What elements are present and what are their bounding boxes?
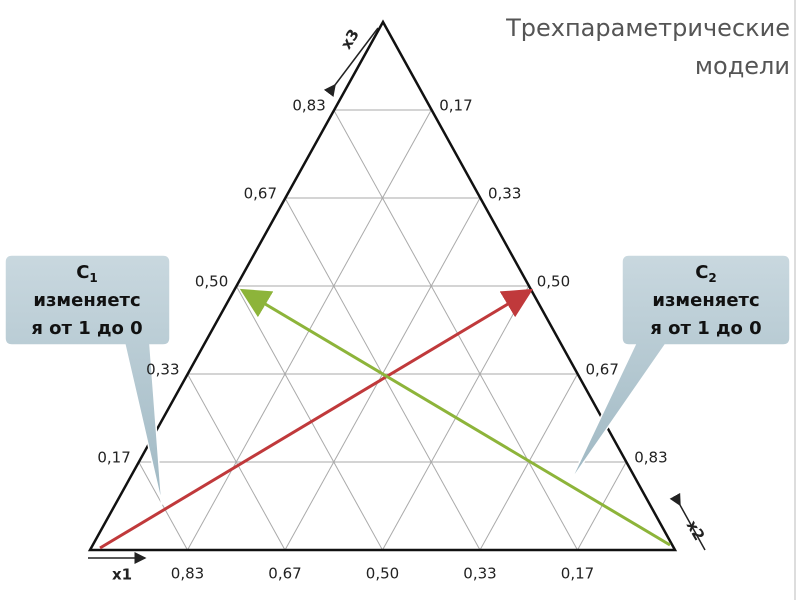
triangle (87, 19, 678, 552)
right-label: 0,67 (586, 361, 619, 379)
x2-label: x2 (683, 517, 709, 543)
x2-arrow (669, 492, 706, 551)
bottom-label: 0,67 (268, 565, 301, 583)
bottom-label: 0,17 (561, 565, 594, 583)
callout-text: изменяетс (33, 290, 140, 311)
c1-arrow (99, 288, 534, 550)
title: Трехпараметрические (505, 14, 790, 42)
grid-line (187, 373, 286, 551)
right-label: 0,33 (488, 185, 521, 203)
bottom-label: 0,33 (463, 565, 496, 583)
callout: C1 изменяетс я от 1 до 0 (4, 254, 171, 506)
x3-arrow (323, 27, 379, 97)
grid-line (333, 109, 578, 551)
x3-label: x3 (337, 26, 363, 53)
right-label: 0,50 (537, 273, 570, 291)
x1-label: x1 (112, 566, 132, 584)
left-label: 0,67 (244, 185, 277, 203)
callout: C2 изменяетс я от 1 до 0 (569, 254, 791, 483)
right-label: 0,83 (634, 449, 667, 467)
bottom-label: 0,50 (366, 565, 399, 583)
callout-text: я от 1 до 0 (31, 318, 142, 339)
callout-symbol: C2 (695, 262, 717, 285)
grid-line (138, 461, 188, 551)
callout-symbol: C1 (76, 262, 98, 285)
c2-arrow (239, 288, 671, 547)
grid-line (235, 285, 383, 551)
callout-text: я от 1 до 0 (650, 318, 761, 339)
left-label: 0,33 (146, 361, 179, 379)
right-label: 0,17 (439, 97, 472, 115)
left-label: 0,50 (195, 273, 228, 291)
callout-text: изменяетс (652, 290, 759, 311)
title: модели (695, 52, 790, 80)
left-label: 0,17 (97, 449, 130, 467)
left-label: 0,83 (292, 97, 325, 115)
bottom-label: 0,83 (171, 565, 204, 583)
